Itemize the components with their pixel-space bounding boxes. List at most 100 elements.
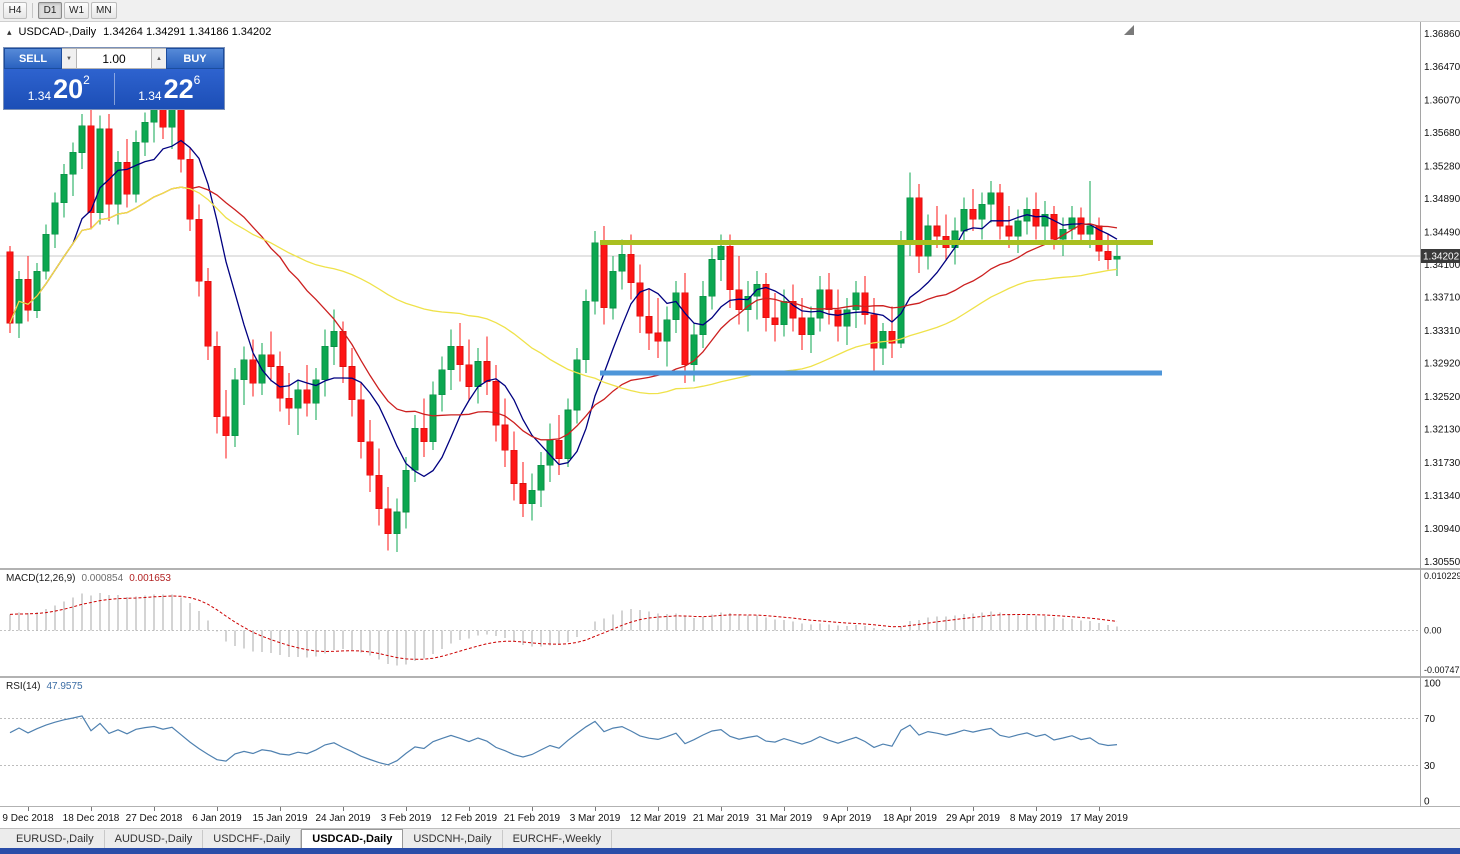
ma-50-line xyxy=(9,186,1118,395)
axis-tick xyxy=(847,807,848,811)
candle xyxy=(897,231,905,349)
axis-tick xyxy=(91,807,92,811)
axis-tick xyxy=(973,807,974,811)
candle xyxy=(456,323,464,382)
rsi-label: RSI(14) 47.9575 xyxy=(6,681,83,692)
chart-tab-usdcnh[interactable]: USDCNH-,Daily xyxy=(403,830,503,848)
candle xyxy=(402,456,410,529)
candle xyxy=(1068,206,1076,240)
timeframe-button-d1[interactable]: D1 xyxy=(38,2,62,19)
date-label: 18 Dec 2018 xyxy=(62,813,120,824)
macd-signal-value: 0.001653 xyxy=(129,573,171,584)
rsi-pane[interactable]: 100 70 30 0 xyxy=(0,678,1460,806)
date-label: 31 Mar 2019 xyxy=(755,813,813,824)
axis-tick xyxy=(532,807,533,811)
date-axis[interactable]: 9 Dec 2018 18 Dec 2018 27 Dec 2018 6 Jan 20… xyxy=(0,807,1460,828)
candle xyxy=(15,271,23,339)
axis-tick xyxy=(28,807,29,811)
timeframe-button-h4[interactable]: H4 xyxy=(3,2,27,19)
candle xyxy=(492,364,500,442)
axis-tick xyxy=(784,807,785,811)
timeframe-button-mn[interactable]: MN xyxy=(91,2,117,19)
candle xyxy=(420,398,428,457)
candle xyxy=(222,389,230,459)
sell-price-pip: 2 xyxy=(83,73,90,87)
candle xyxy=(645,289,653,350)
svg-text:1.31340: 1.31340 xyxy=(1424,491,1460,502)
candle xyxy=(474,348,482,404)
candle xyxy=(870,297,878,374)
axis-tick xyxy=(406,807,407,811)
date-label: 12 Feb 2019 xyxy=(440,813,498,824)
pane-separator[interactable] xyxy=(0,568,1460,570)
buy-button[interactable]: BUY xyxy=(166,48,224,69)
candle xyxy=(798,297,806,350)
svg-text:1.31730: 1.31730 xyxy=(1424,458,1460,469)
candle xyxy=(528,473,536,521)
volume-input[interactable]: 1.00 xyxy=(76,48,152,69)
svg-text:1.34100: 1.34100 xyxy=(1424,260,1460,271)
pane-separator[interactable] xyxy=(0,676,1460,678)
date-label: 18 Apr 2019 xyxy=(883,813,937,824)
macd-pane[interactable]: 0.010229 0.00 -0.007477 xyxy=(0,570,1460,676)
date-label: 15 Jan 2019 xyxy=(252,813,308,824)
timeframe-button-w1[interactable]: W1 xyxy=(64,2,89,19)
axis-tick xyxy=(217,807,218,811)
candle xyxy=(960,197,968,245)
svg-text:30: 30 xyxy=(1424,761,1436,772)
candle xyxy=(366,420,374,492)
candle xyxy=(330,309,338,365)
candle xyxy=(780,289,788,337)
chart-tab-usdcad[interactable]: USDCAD-,Daily xyxy=(301,829,404,848)
candle xyxy=(852,281,860,328)
candle xyxy=(321,329,329,397)
svg-text:-0.007477: -0.007477 xyxy=(1424,665,1460,675)
candle xyxy=(1059,217,1067,257)
candle xyxy=(132,130,140,203)
price-axis[interactable]: 1.36860 1.36470 1.36070 1.35680 1.35280 1.348… xyxy=(1424,29,1460,568)
axis-tick xyxy=(280,807,281,811)
sell-button[interactable]: SELL xyxy=(4,48,62,69)
candle xyxy=(609,256,617,320)
timeframe-toolbar: H4 D1 W1 MN xyxy=(3,2,117,19)
sell-price-prefix: 1.34 xyxy=(27,89,52,103)
sell-price-big: 20 xyxy=(53,73,84,104)
candle xyxy=(672,281,680,333)
candle xyxy=(555,415,563,476)
one-click-trading-panel: SELL ▼ 1.00 ▲ BUY 1.34 20 2 1.34 22 6 xyxy=(3,47,225,110)
axis-tick xyxy=(343,807,344,811)
candle xyxy=(483,336,491,395)
sell-price-display[interactable]: 1.34 20 2 xyxy=(4,69,114,109)
svg-text:1.32920: 1.32920 xyxy=(1424,359,1460,370)
svg-text:1.33710: 1.33710 xyxy=(1424,293,1460,304)
volume-increase-button[interactable]: ▲ xyxy=(152,48,166,69)
chart-tab-eurusd[interactable]: EURUSD-,Daily xyxy=(6,830,105,848)
candle xyxy=(1014,209,1022,253)
candle xyxy=(33,262,41,318)
buy-price-display[interactable]: 1.34 22 6 xyxy=(115,69,225,109)
axis-tick xyxy=(721,807,722,811)
candle xyxy=(591,231,599,315)
candle xyxy=(312,368,320,420)
candle xyxy=(879,323,887,365)
candle xyxy=(1104,234,1112,270)
candle xyxy=(303,364,311,417)
chart-tab-audusd[interactable]: AUDUSD-,Daily xyxy=(105,830,204,848)
date-label: 3 Mar 2019 xyxy=(569,813,621,824)
date-label: 8 May 2019 xyxy=(1009,813,1063,824)
chart-tab-eurchf[interactable]: EURCHF-,Weekly xyxy=(503,830,612,848)
main-price-chart[interactable]: 1.36860 1.36470 1.36070 1.35680 1.35280 1.348… xyxy=(0,22,1460,568)
chart-symbol-label: USDCAD-,Daily xyxy=(18,26,97,38)
volume-decrease-button[interactable]: ▼ xyxy=(62,48,76,69)
chart-tab-usdchf[interactable]: USDCHF-,Daily xyxy=(203,830,302,848)
candle xyxy=(636,264,644,333)
candle xyxy=(60,164,68,218)
axis-tick xyxy=(910,807,911,811)
buy-price-big: 22 xyxy=(163,73,194,104)
candle xyxy=(969,189,977,231)
candle xyxy=(1032,192,1040,240)
pane-separator xyxy=(0,806,1460,807)
candle xyxy=(816,276,824,332)
oneclick-collapse-icon[interactable]: ▴ xyxy=(7,26,12,37)
axis-tick xyxy=(658,807,659,811)
